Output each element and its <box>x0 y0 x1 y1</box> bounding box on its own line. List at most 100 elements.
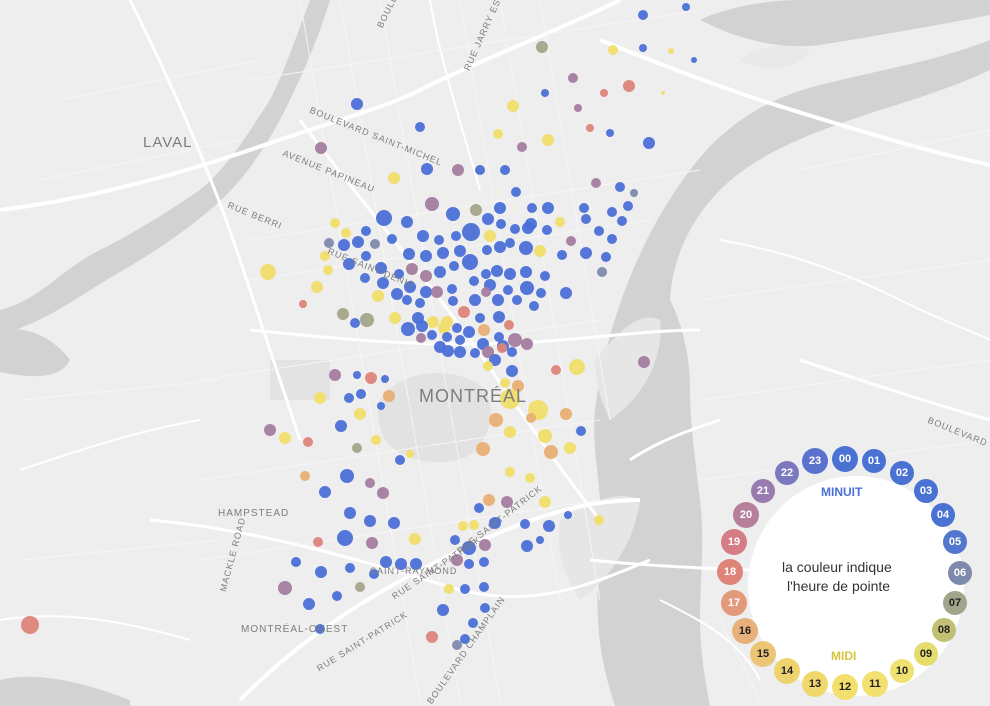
bike-station-dot[interactable] <box>468 618 478 628</box>
bike-station-dot[interactable] <box>447 284 457 294</box>
bike-station-dot[interactable] <box>434 266 446 278</box>
bike-station-dot[interactable] <box>352 236 364 248</box>
bike-station-dot[interactable] <box>401 216 413 228</box>
bike-station-dot[interactable] <box>489 517 501 529</box>
bike-station-dot[interactable] <box>569 359 585 375</box>
bike-station-dot[interactable] <box>404 281 416 293</box>
bike-station-dot[interactable] <box>520 519 530 529</box>
bike-station-dot[interactable] <box>350 318 360 328</box>
bike-station-dot[interactable] <box>402 295 412 305</box>
bike-station-dot[interactable] <box>351 98 363 110</box>
bike-station-dot[interactable] <box>360 313 374 327</box>
bike-station-dot[interactable] <box>540 271 550 281</box>
bike-station-dot[interactable] <box>462 254 478 270</box>
bike-station-dot[interactable] <box>315 566 327 578</box>
bike-station-dot[interactable] <box>511 187 521 197</box>
bike-station-dot[interactable] <box>260 264 276 280</box>
bike-station-dot[interactable] <box>415 122 425 132</box>
bike-station-dot[interactable] <box>279 432 291 444</box>
bike-station-dot[interactable] <box>480 603 490 613</box>
bike-station-dot[interactable] <box>615 182 625 192</box>
bike-station-dot[interactable] <box>455 335 465 345</box>
bike-station-dot[interactable] <box>425 197 439 211</box>
bike-station-dot[interactable] <box>494 241 506 253</box>
bike-station-dot[interactable] <box>352 443 362 453</box>
bike-station-dot[interactable] <box>21 616 39 634</box>
bike-station-dot[interactable] <box>483 361 493 371</box>
bike-station-dot[interactable] <box>377 402 385 410</box>
bike-station-dot[interactable] <box>391 288 403 300</box>
bike-station-dot[interactable] <box>580 247 592 259</box>
bike-station-dot[interactable] <box>450 535 460 545</box>
bike-station-dot[interactable] <box>560 287 572 299</box>
bike-station-dot[interactable] <box>541 89 549 97</box>
bike-station-dot[interactable] <box>377 487 389 499</box>
bike-station-dot[interactable] <box>278 581 292 595</box>
bike-station-dot[interactable] <box>668 48 674 54</box>
bike-station-dot[interactable] <box>361 251 371 261</box>
bike-station-dot[interactable] <box>534 245 546 257</box>
bike-station-dot[interactable] <box>492 294 504 306</box>
bike-station-dot[interactable] <box>454 245 466 257</box>
bike-station-dot[interactable] <box>470 348 480 358</box>
bike-station-dot[interactable] <box>431 286 443 298</box>
bike-station-dot[interactable] <box>451 231 461 241</box>
bike-station-dot[interactable] <box>481 269 491 279</box>
bike-station-dot[interactable] <box>608 45 618 55</box>
bike-station-dot[interactable] <box>421 163 433 175</box>
bike-station-dot[interactable] <box>364 515 376 527</box>
bike-station-dot[interactable] <box>442 332 452 342</box>
bike-station-dot[interactable] <box>337 308 349 320</box>
bike-station-dot[interactable] <box>521 540 533 552</box>
bike-station-dot[interactable] <box>481 287 491 297</box>
bike-station-dot[interactable] <box>560 408 572 420</box>
bike-station-dot[interactable] <box>380 556 392 568</box>
bike-station-dot[interactable] <box>478 324 490 336</box>
bike-station-dot[interactable] <box>462 541 476 555</box>
bike-station-dot[interactable] <box>337 530 353 546</box>
bike-station-dot[interactable] <box>416 333 426 343</box>
bike-station-dot[interactable] <box>338 239 350 251</box>
bike-station-dot[interactable] <box>406 263 418 275</box>
bike-station-dot[interactable] <box>506 365 518 377</box>
bike-station-dot[interactable] <box>510 224 520 234</box>
bike-station-dot[interactable] <box>381 375 389 383</box>
bike-station-dot[interactable] <box>427 316 439 328</box>
bike-station-dot[interactable] <box>313 537 323 547</box>
bike-station-dot[interactable] <box>493 311 505 323</box>
bike-station-dot[interactable] <box>500 389 520 409</box>
bike-station-dot[interactable] <box>555 217 565 227</box>
bike-station-dot[interactable] <box>522 222 534 234</box>
bike-station-dot[interactable] <box>479 539 491 551</box>
bike-station-dot[interactable] <box>319 486 331 498</box>
bike-station-dot[interactable] <box>536 41 548 53</box>
bike-station-dot[interactable] <box>420 250 432 262</box>
bike-station-dot[interactable] <box>594 515 604 525</box>
bike-station-dot[interactable] <box>311 281 323 293</box>
bike-station-dot[interactable] <box>479 582 489 592</box>
bike-station-dot[interactable] <box>551 365 561 375</box>
bike-station-dot[interactable] <box>607 234 617 244</box>
bike-station-dot[interactable] <box>630 189 638 197</box>
bike-station-dot[interactable] <box>623 80 635 92</box>
bike-station-dot[interactable] <box>449 261 459 271</box>
bike-station-dot[interactable] <box>581 214 591 224</box>
bike-station-dot[interactable] <box>594 226 604 236</box>
bike-station-dot[interactable] <box>474 503 484 513</box>
bike-station-dot[interactable] <box>446 207 460 221</box>
bike-station-dot[interactable] <box>519 241 533 255</box>
bike-station-dot[interactable] <box>484 230 496 242</box>
bike-station-dot[interactable] <box>410 558 422 570</box>
bike-station-dot[interactable] <box>264 424 276 436</box>
bike-station-dot[interactable] <box>320 251 330 261</box>
bike-station-dot[interactable] <box>315 142 327 154</box>
bike-station-dot[interactable] <box>469 276 479 286</box>
bike-station-dot[interactable] <box>504 320 514 330</box>
bike-station-dot[interactable] <box>482 245 492 255</box>
bike-station-dot[interactable] <box>387 234 397 244</box>
bike-station-dot[interactable] <box>579 203 589 213</box>
bike-station-dot[interactable] <box>479 557 489 567</box>
bike-station-dot[interactable] <box>538 429 552 443</box>
bike-station-dot[interactable] <box>469 294 481 306</box>
bike-station-dot[interactable] <box>332 591 342 601</box>
